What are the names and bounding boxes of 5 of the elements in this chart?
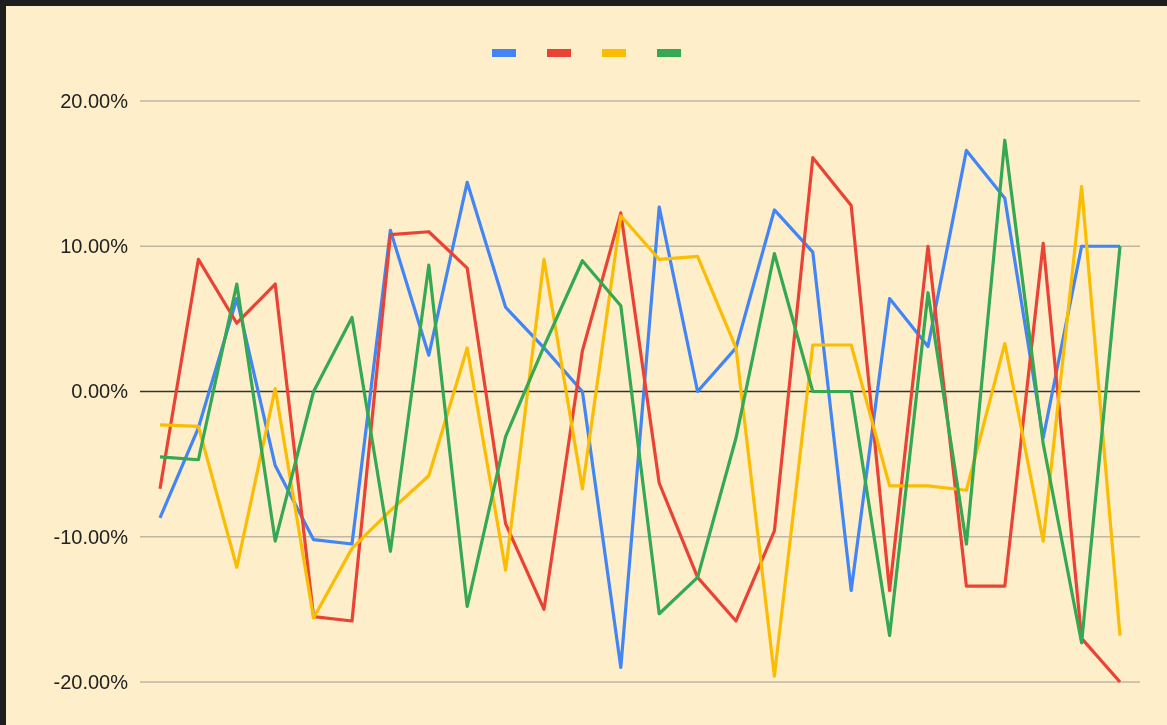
y-tick-label: 20.00%: [60, 89, 129, 112]
y-tick-label: -10.00%: [53, 525, 129, 548]
y-tick-label: -20.00%: [53, 670, 129, 693]
y-tick-label: 10.00%: [60, 235, 129, 258]
y-tick-label: 0.00%: [71, 380, 129, 403]
